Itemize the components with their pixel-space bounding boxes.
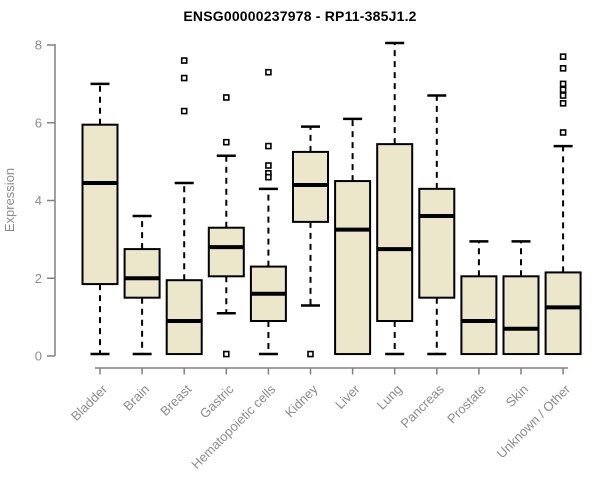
x-tick-label: Brain xyxy=(120,382,152,414)
iqr-box xyxy=(502,275,540,356)
box-hematopoietic-cells xyxy=(249,68,287,356)
iqr-box xyxy=(544,271,582,356)
y-tick-label: 8 xyxy=(35,38,42,53)
outlier-point xyxy=(559,80,567,88)
x-tick-label: Pancreas xyxy=(397,381,447,431)
outlier-point xyxy=(265,68,272,76)
outlier-point xyxy=(307,350,314,358)
box-bladder xyxy=(81,82,119,356)
x-tick-label: Breast xyxy=(157,381,194,418)
x-tick-label: Gastric xyxy=(197,381,237,421)
box-liver xyxy=(334,117,372,356)
box-gastric xyxy=(207,94,245,358)
x-tick-label: Unknown / Other xyxy=(494,381,574,461)
x-tick-label: Bladder xyxy=(68,381,111,424)
box-pancreas xyxy=(418,94,456,356)
iqr-box xyxy=(376,143,414,323)
outlier-point xyxy=(559,65,567,72)
y-axis: 0 2 4 6 8 Expression xyxy=(2,38,56,364)
box-unknown-other xyxy=(544,53,582,356)
x-tick-label: Liver xyxy=(332,381,363,412)
outlier-point xyxy=(559,53,567,60)
x-tick-label: Skin xyxy=(503,382,531,410)
y-tick-label: 6 xyxy=(35,115,42,130)
outlier-point xyxy=(180,107,188,115)
outlier-point xyxy=(265,173,272,181)
outlier-point xyxy=(223,138,230,146)
outlier-point xyxy=(180,57,188,64)
outlier-point xyxy=(265,162,272,169)
y-tick-label: 2 xyxy=(35,271,42,286)
iqr-box xyxy=(207,226,245,278)
y-tick-label: 4 xyxy=(35,193,42,208)
box-brain xyxy=(123,214,161,356)
outlier-point xyxy=(223,350,230,358)
outlier-point xyxy=(180,74,188,82)
box-breast xyxy=(165,57,203,356)
iqr-box xyxy=(460,275,498,356)
y-tick-label: 0 xyxy=(35,349,42,364)
box-kidney xyxy=(292,125,329,358)
outlier-point xyxy=(559,92,567,99)
y-axis-title: Expression xyxy=(2,168,17,232)
iqr-box xyxy=(123,248,161,299)
iqr-box xyxy=(418,187,456,299)
box-prostate xyxy=(460,240,498,356)
outlier-point xyxy=(265,142,272,150)
x-tick-label: Prostate xyxy=(444,382,489,427)
outlier-point xyxy=(559,100,567,107)
x-tick-label: Lung xyxy=(374,382,405,413)
chart-title: ENSG00000237978 - RP11-385J1.2 xyxy=(183,8,417,24)
outlier-point xyxy=(559,86,567,94)
outlier-point xyxy=(223,94,230,101)
iqr-box xyxy=(334,180,372,356)
outlier-point xyxy=(559,129,567,136)
iqr-box xyxy=(81,123,119,286)
iqr-box xyxy=(165,279,203,356)
box-skin xyxy=(502,240,540,356)
box-lung xyxy=(376,41,414,356)
x-tick-label: Kidney xyxy=(282,381,321,420)
